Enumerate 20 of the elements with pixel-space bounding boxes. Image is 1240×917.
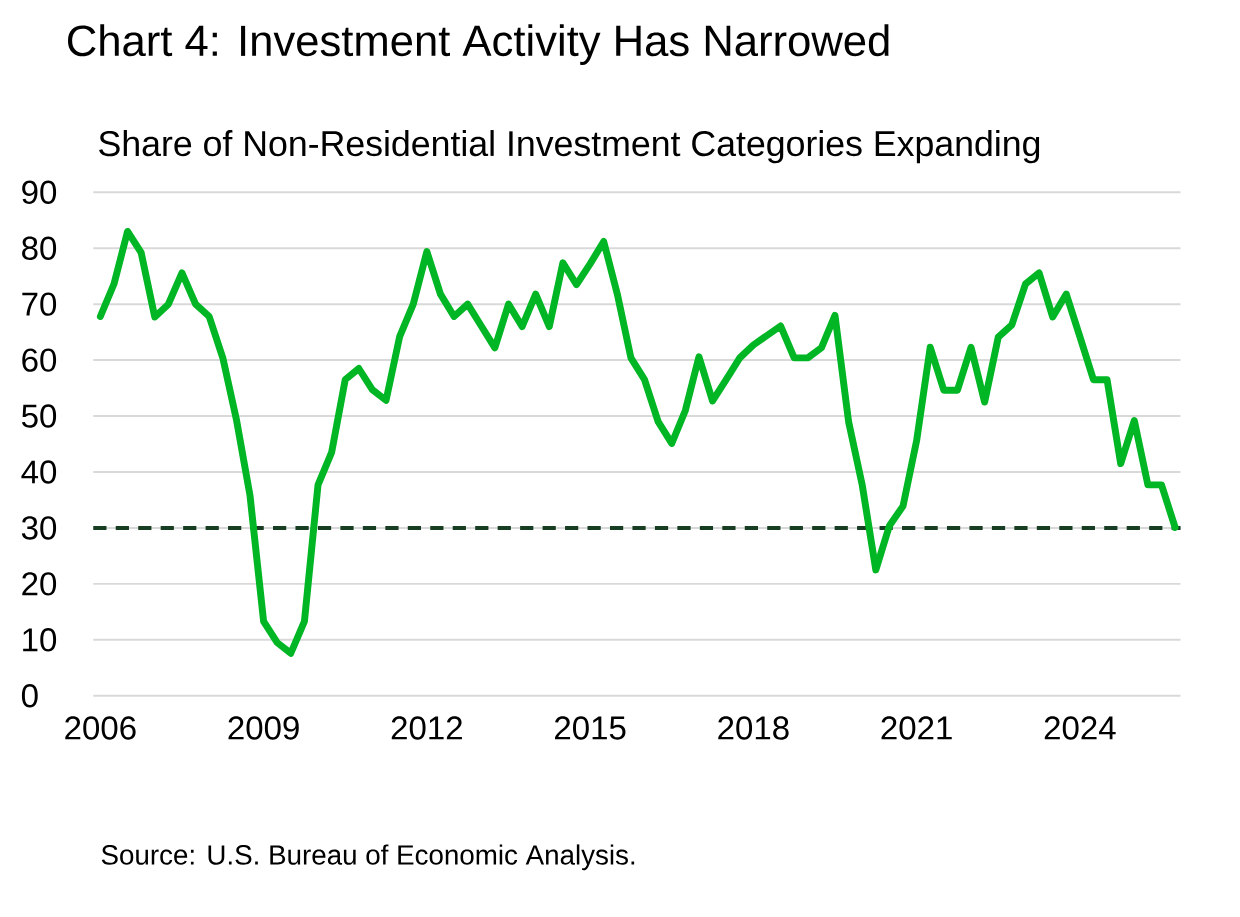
y-tick-label: 70 [22, 292, 57, 316]
y-tick-label: 20 [22, 572, 57, 596]
y-tick-label: 60 [22, 348, 57, 372]
x-tick-label: 2024 [1044, 716, 1116, 740]
y-tick-label: 0 [21, 684, 38, 708]
y-tick-label: 50 [21, 404, 57, 428]
y-tick-label: 30 [21, 516, 57, 540]
chart-title: Chart 4: Investment Activity Has Narrowed [68, 24, 889, 66]
y-tick-label: 40 [21, 460, 57, 484]
x-tick-label: 2021 [881, 716, 952, 740]
x-tick-label: 2018 [718, 716, 789, 740]
x-tick-label: 2012 [391, 716, 462, 740]
y-tick-label: 80 [22, 236, 57, 261]
y-tick-label: 10 [23, 628, 57, 652]
y-tick-label: 90 [22, 180, 57, 205]
x-tick-label: 2006 [65, 716, 136, 740]
chart-subtitle: Share of Non-Residential Investment Categories Expanding [99, 130, 1040, 164]
x-tick-label: 2015 [555, 716, 626, 740]
source-note: Source: U.S. Bureau of Economic Analysis. [101, 844, 635, 871]
x-tick-label: 2009 [228, 716, 299, 740]
